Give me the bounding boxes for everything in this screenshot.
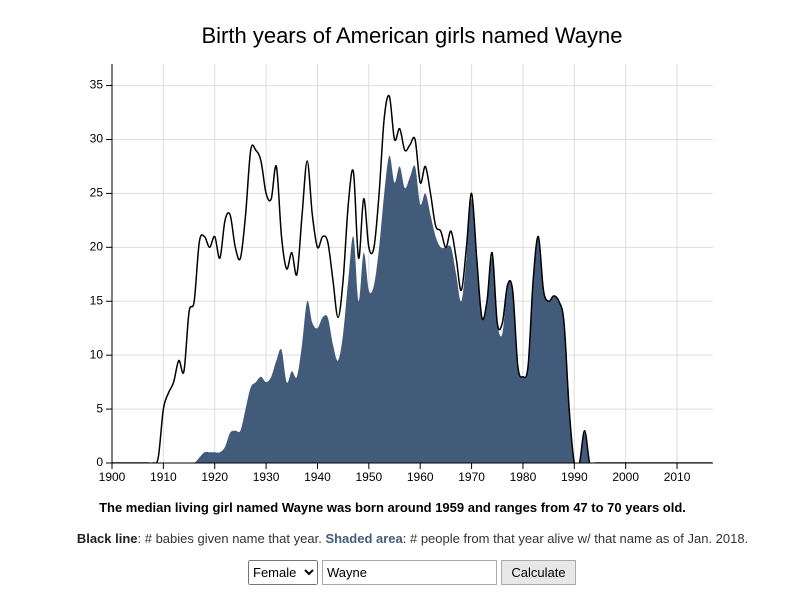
legend-line-text: : # babies given name that year.	[137, 531, 322, 546]
area	[112, 155, 712, 463]
x-tick-label: 1970	[458, 470, 485, 484]
legend-note: Black line: # babies given name that yea…	[0, 531, 785, 546]
y-tick-label: 30	[90, 132, 104, 146]
y-tick-label: 20	[90, 239, 104, 253]
x-tick-label: 2010	[664, 470, 691, 484]
plot-area	[112, 94, 712, 463]
legend-area-name: Shaded area	[325, 531, 403, 546]
name-input[interactable]	[322, 560, 497, 585]
x-tick-label: 1960	[407, 470, 434, 484]
x-tick-label: 1980	[510, 470, 537, 484]
chart: Birth years of American girls named Wayn…	[90, 23, 713, 484]
y-tick-label: 25	[90, 186, 104, 200]
x-tick-label: 1940	[304, 470, 331, 484]
x-tick-label: 1950	[355, 470, 382, 484]
legend-area-text: : # people from that year alive w/ that …	[402, 531, 749, 546]
legend-line-name: Black line	[76, 531, 138, 546]
x-tick-label: 1920	[201, 470, 228, 484]
chart-title: Birth years of American girls named Wayn…	[201, 23, 622, 48]
y-tick-label: 35	[90, 78, 104, 92]
x-tick-label: 1930	[253, 470, 280, 484]
y-tick-label: 5	[96, 401, 103, 415]
summary: The median living girl named Wayne was b…	[99, 500, 686, 515]
x-tick-label: 2000	[612, 470, 639, 484]
y-tick-label: 15	[90, 293, 104, 307]
x-tick-label: 1900	[99, 470, 126, 484]
gender-select[interactable]: Female	[248, 560, 318, 585]
y-tick-label: 10	[90, 347, 104, 361]
form: Female Calculate	[248, 560, 576, 585]
x-tick-label: 1990	[561, 470, 588, 484]
x-tick-label: 1910	[150, 470, 177, 484]
line	[112, 94, 712, 463]
y-tick-label: 0	[96, 455, 103, 469]
calculate-button[interactable]: Calculate	[501, 560, 576, 585]
